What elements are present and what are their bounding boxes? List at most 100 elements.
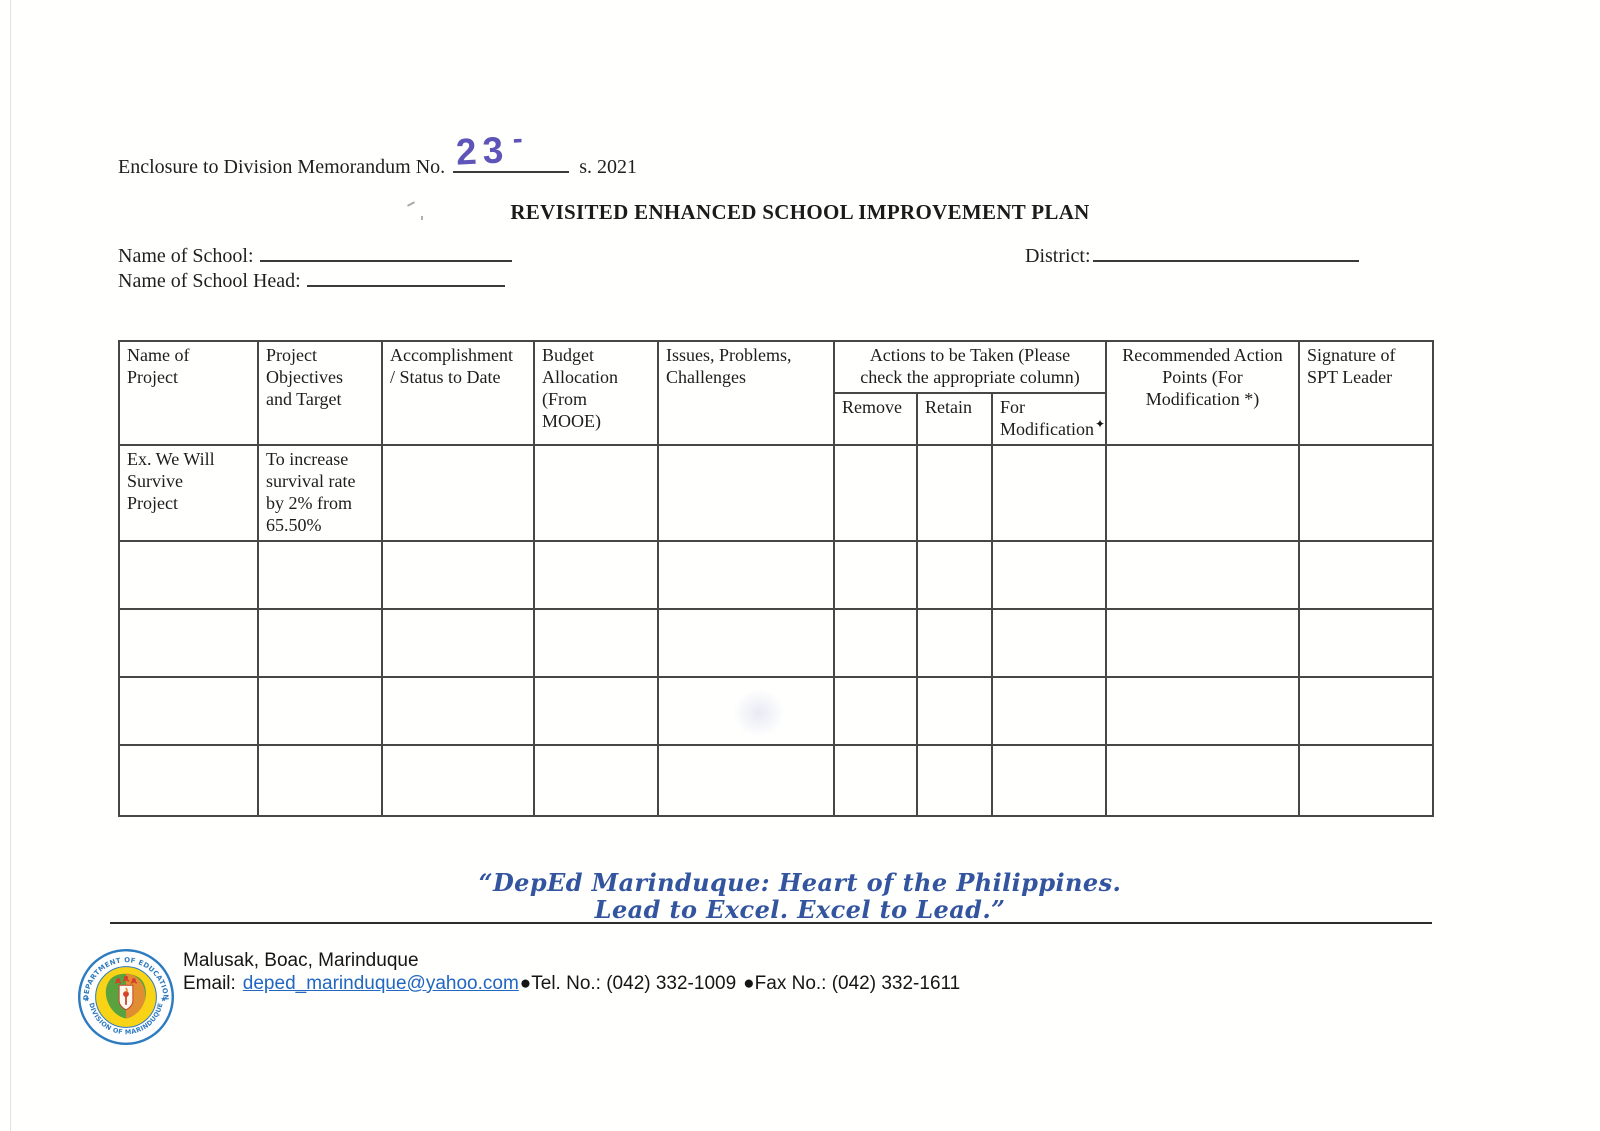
table-cell	[381, 675, 535, 746]
table-cell	[916, 675, 993, 746]
table-cell	[1105, 675, 1300, 746]
pen-mark: ✦	[1094, 416, 1106, 431]
col-header-issues-problems: Issues, Problems, Challenges	[657, 340, 835, 446]
col-header-signature-spt-leader: Signature of SPT Leader	[1298, 340, 1434, 446]
name-of-school-field: Name of School:	[118, 245, 512, 268]
logo-star-left: ★	[83, 994, 90, 1003]
table-cell	[118, 539, 259, 610]
table-cell	[1298, 607, 1434, 678]
torch-flame	[125, 987, 128, 994]
table-cell	[533, 607, 659, 678]
table-body: Ex. We Will Survive Project To increase s…	[118, 443, 1434, 817]
table-cell	[381, 443, 535, 542]
table-cell	[118, 675, 259, 746]
enclosure-suffix: s. 2021	[579, 156, 637, 178]
handwritten-dash: -	[511, 122, 524, 156]
table-cell: To increase survival rate by 2% from 65.…	[257, 443, 383, 542]
tagline-line-1: “DepEd Marinduque: Heart of the Philippi…	[478, 868, 1122, 897]
name-of-school-label: Name of School:	[118, 245, 254, 267]
table-row-example: Ex. We Will Survive Project To increase s…	[118, 443, 1434, 542]
table-cell	[533, 443, 659, 542]
table-cell	[833, 443, 918, 542]
fax-number: ●Fax No.: (042) 332-1611	[743, 973, 961, 994]
table-cell	[118, 743, 259, 817]
table-row	[118, 743, 1434, 817]
table-cell	[657, 675, 835, 746]
table-row	[118, 675, 1434, 746]
logo-star-right: ★	[160, 994, 167, 1003]
table-cell	[1105, 743, 1300, 817]
handwritten-memo-number: 23-	[454, 122, 524, 173]
table-row	[118, 607, 1434, 678]
table-cell	[991, 539, 1107, 610]
name-of-school-head-blank	[306, 283, 505, 287]
table-cell	[916, 607, 993, 678]
table-cell: Ex. We Will Survive Project	[118, 443, 259, 542]
island-shape-orange	[126, 973, 146, 1019]
table-cell	[657, 539, 835, 610]
table-cell	[381, 743, 535, 817]
enclosure-line: Enclosure to Division Memorandum No. s. 2…	[118, 122, 637, 179]
table-cell	[916, 539, 993, 610]
footer-contact-block: Malusak, Boac, Marinduque Email: deped_ma…	[183, 949, 960, 995]
scan-smudge	[733, 689, 785, 737]
division-tagline: “DepEd Marinduque: Heart of the Philippi…	[0, 869, 1600, 923]
name-of-school-blank	[259, 258, 512, 262]
email-label: Email:	[183, 973, 236, 994]
name-of-school-head-label: Name of School Head:	[118, 270, 301, 292]
col-header-accomplishment: Accomplishment / Status to Date	[381, 340, 535, 446]
table-cell	[533, 743, 659, 817]
col-header-for-modification: For Modification✦	[991, 392, 1107, 446]
table-row	[118, 539, 1434, 610]
district-blank	[1092, 258, 1359, 262]
table-cell	[833, 607, 918, 678]
footer-divider	[110, 922, 1432, 924]
table-cell	[833, 743, 918, 817]
table-cell	[657, 743, 835, 817]
table-cell	[916, 443, 993, 542]
table-cell	[257, 675, 383, 746]
table-cell	[533, 675, 659, 746]
deped-marinduque-logo: DEPARTMENT OF EDUCATION DIVISION OF MARI…	[77, 948, 175, 1046]
table-cell	[1298, 743, 1434, 817]
table-cell	[916, 743, 993, 817]
table-cell	[381, 539, 535, 610]
table-cell	[381, 607, 535, 678]
table-cell	[1298, 443, 1434, 542]
table-cell	[1105, 607, 1300, 678]
district-label: District:	[1025, 245, 1091, 267]
table-cell	[533, 539, 659, 610]
col-header-remove: Remove	[833, 392, 918, 446]
table-cell	[118, 607, 259, 678]
table-cell	[833, 675, 918, 746]
table-cell	[257, 607, 383, 678]
table-cell	[991, 607, 1107, 678]
footer-contact-line: Email: deped_marinduque@yahoo.com●Tel. No…	[183, 972, 960, 995]
col-header-budget-allocation: Budget Allocation (From MOOE)	[533, 340, 659, 446]
improvement-plan-table: Name of Project Project Objectives and T…	[118, 340, 1434, 817]
table-cell	[657, 607, 835, 678]
table-cell	[1105, 443, 1300, 542]
scan-edge-line	[10, 0, 11, 1131]
footer-address: Malusak, Boac, Marinduque	[183, 950, 419, 971]
col-header-actions-group: Actions to be Taken (Please check the ap…	[833, 340, 1107, 394]
table-cell	[257, 539, 383, 610]
table-cell	[1298, 539, 1434, 610]
col-header-name-of-project: Name of Project	[118, 340, 259, 446]
tagline-line-2: Lead to Excel. Excel to Lead.”	[594, 895, 1006, 924]
memo-number-blank	[453, 169, 570, 173]
col-header-recommended-action-points: Recommended Action Points (For Modificat…	[1105, 340, 1300, 446]
col-header-project-objectives: Project Objectives and Target	[257, 340, 383, 446]
page-title: REVISITED ENHANCED SCHOOL IMPROVEMENT PL…	[510, 200, 1090, 224]
table-cell	[1105, 539, 1300, 610]
email-link[interactable]: deped_marinduque@yahoo.com	[242, 973, 519, 994]
name-of-school-head-field: Name of School Head:	[118, 270, 505, 293]
table-cell	[257, 743, 383, 817]
table-cell	[1298, 675, 1434, 746]
col-header-retain: Retain	[916, 392, 993, 446]
table-cell	[833, 539, 918, 610]
district-field: District:	[1025, 245, 1359, 268]
table-cell	[991, 743, 1107, 817]
table-cell	[657, 443, 835, 542]
